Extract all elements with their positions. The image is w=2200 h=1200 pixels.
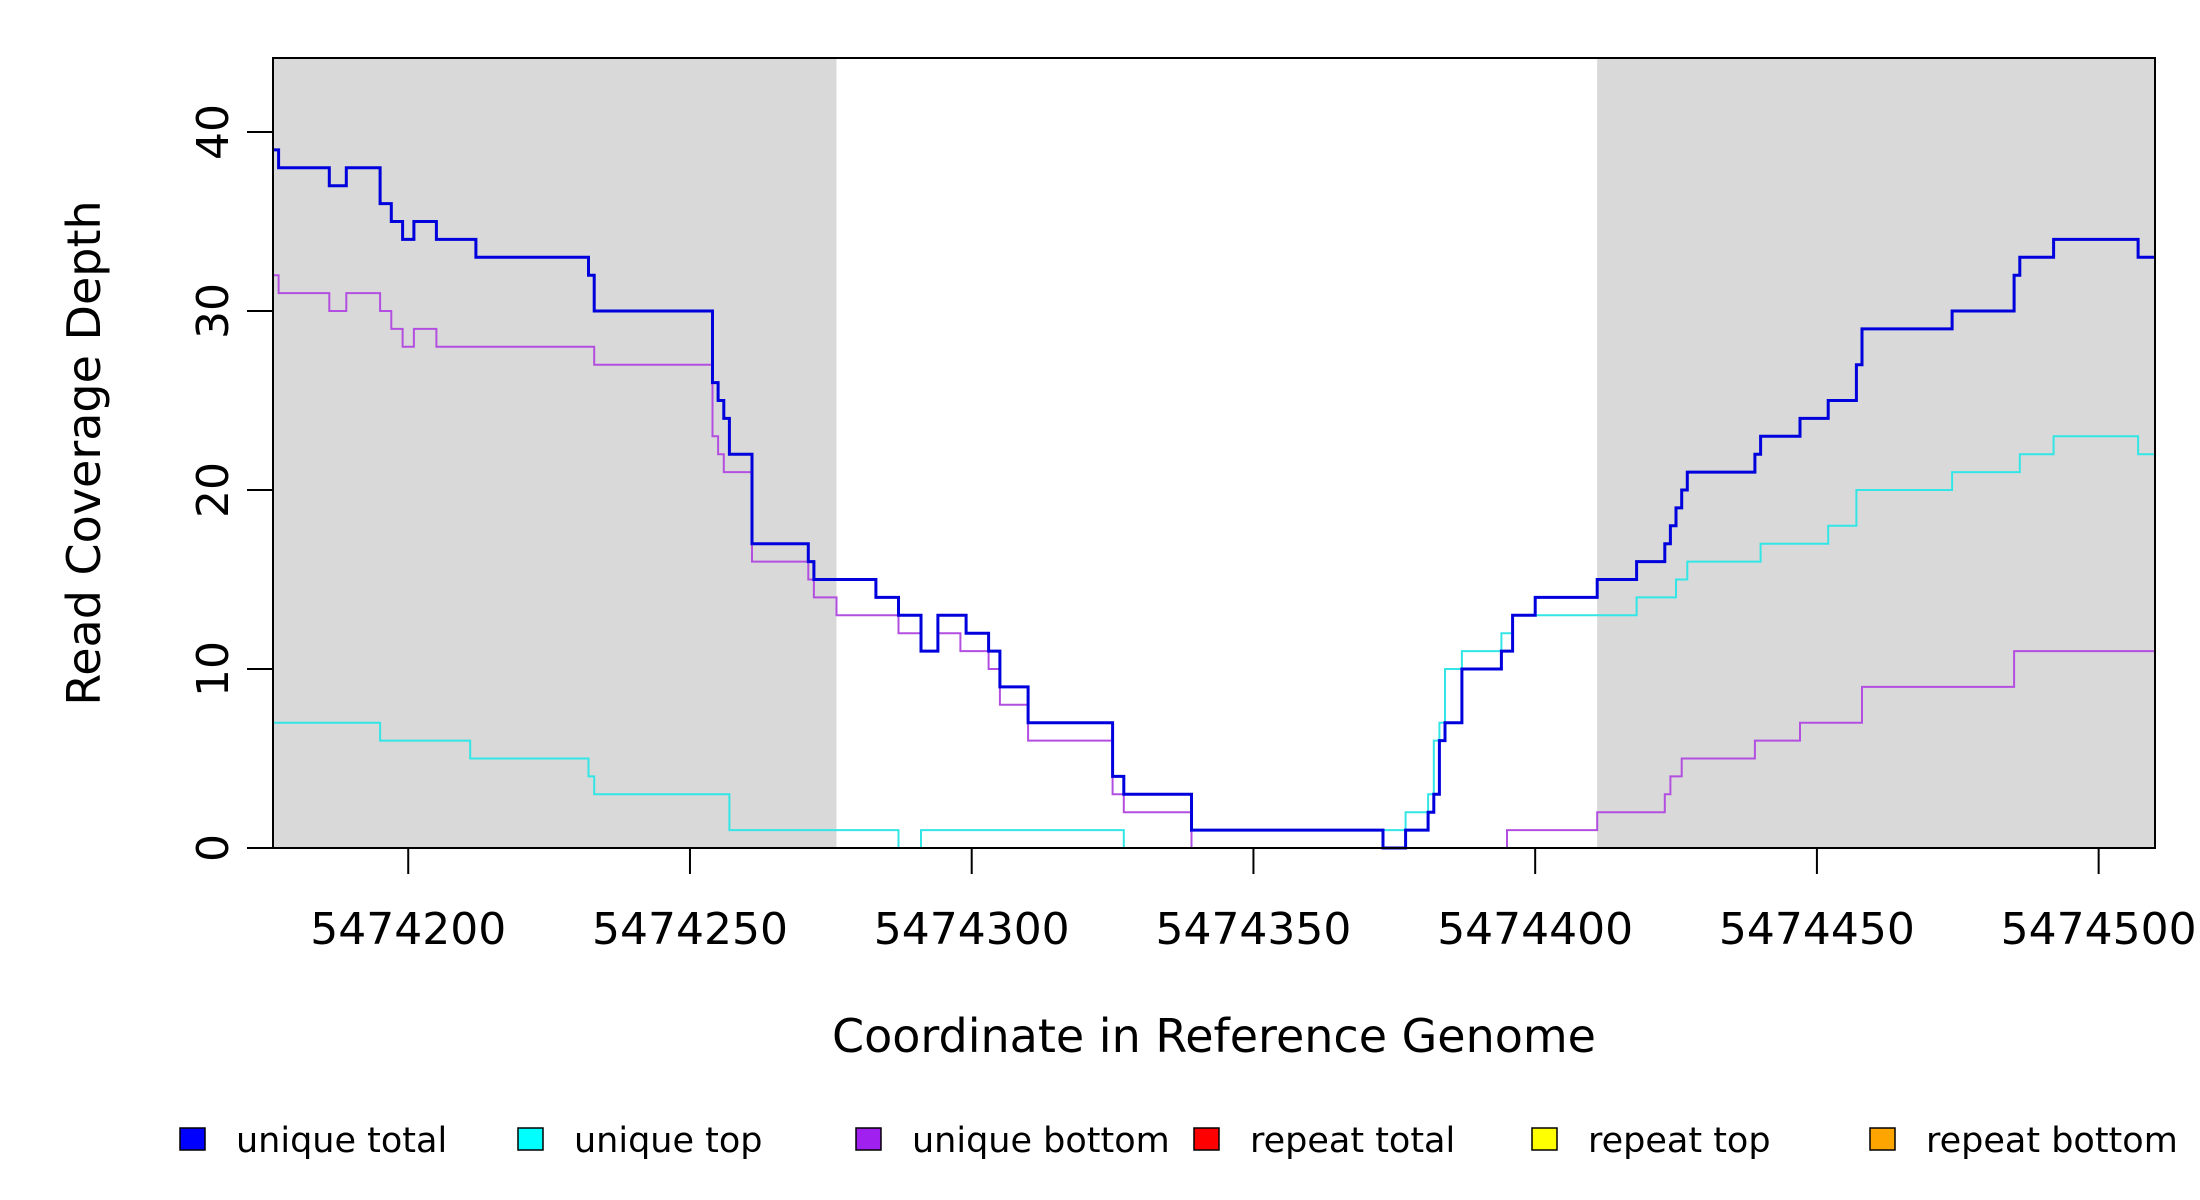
y-tick-label-40: 40 [188,104,239,160]
x-tick-label-5474350: 5474350 [1155,904,1351,955]
legend-swatch-unique-total [179,1127,206,1151]
legend-label-unique-top: unique top [574,1121,763,1161]
x-tick-label-5474500: 5474500 [2001,904,2197,955]
y-tick-label-20: 20 [188,462,239,518]
series-line-unique-total [273,148,2155,850]
legend-swatch-repeat-top [1531,1127,1558,1151]
legend: unique total unique top unique bottom repea… [179,1121,2178,1161]
shaded-regions [273,58,2155,848]
x-tick-label-5474200: 5474200 [310,904,506,955]
x-axis-title: Coordinate in Reference Genome [832,1009,1596,1063]
x-tick-label-5474450: 5474450 [1719,904,1915,955]
legend-label-repeat-top: repeat top [1588,1121,1771,1161]
y-tick-label-10: 10 [188,641,239,697]
legend-swatch-unique-top [517,1127,544,1151]
legend-label-repeat-bottom: repeat bottom [1926,1121,2178,1161]
legend-label-unique-total: unique total [236,1121,447,1161]
y-axis: 0 10 20 30 40 [188,104,273,862]
legend-label-unique-bottom: unique bottom [912,1121,1170,1161]
x-tick-label-5474300: 5474300 [874,904,1070,955]
series-line-unique-bottom [273,274,2155,849]
legend-label-repeat-total: repeat total [1250,1121,1455,1161]
legend-swatch-repeat-bottom [1869,1127,1896,1151]
series-line-unique-top [273,435,2155,849]
y-tick-label-30: 30 [188,283,239,339]
y-axis-title: Read Coverage Depth [57,200,111,705]
plot-frame [272,57,2156,849]
legend-swatch-unique-bottom [855,1127,882,1151]
x-tick-label-5474400: 5474400 [1437,904,1633,955]
x-axis: 5474200 5474250 5474300 5474350 5474400 54744… [310,848,2197,955]
x-tick-label-5474250: 5474250 [592,904,788,955]
shaded-region-2 [1597,58,2155,848]
legend-swatch-repeat-total [1193,1127,1220,1151]
y-tick-label-0: 0 [188,834,239,862]
